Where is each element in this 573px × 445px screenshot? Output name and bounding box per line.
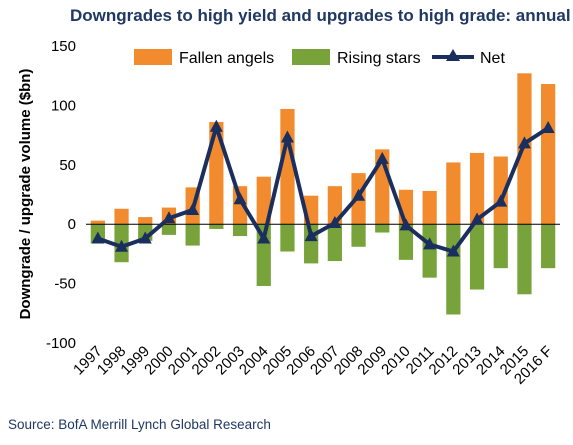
y-tick-label: 150 (51, 38, 76, 55)
bar-fallen-angels (209, 122, 224, 225)
legend-marker-net (446, 49, 460, 61)
bar-rising-stars (446, 224, 461, 315)
bar-rising-stars (280, 224, 295, 252)
y-tick-label: -50 (54, 276, 76, 293)
bar-fallen-angels (422, 190, 437, 225)
net-marker (470, 212, 484, 225)
net-line (97, 124, 550, 254)
bar-fallen-angels (90, 220, 105, 225)
y-tick-label: 50 (59, 157, 76, 174)
net-series (91, 119, 555, 257)
net-marker (162, 211, 176, 224)
chart-title: Downgrades to high yield and upgrades to… (70, 6, 571, 25)
net-marker (115, 239, 129, 252)
bar-fallen-angels (493, 156, 508, 225)
bar-rising-stars (422, 224, 437, 278)
bars (90, 73, 556, 315)
legend-label-rising-stars: Rising stars (337, 50, 421, 67)
x-tick-labels: 1997199819992000200120022003200420052006… (70, 343, 556, 388)
bar-fallen-angels (114, 208, 129, 225)
net-marker (494, 194, 508, 207)
legend-swatch-rising-stars (292, 49, 330, 65)
net-marker (423, 237, 437, 250)
y-tick-label: 0 (68, 216, 76, 233)
net-marker (186, 202, 200, 215)
net-marker (352, 188, 366, 201)
net-marker (375, 151, 389, 164)
net-marker (304, 229, 318, 242)
legend: Fallen angels Rising stars Net (134, 49, 505, 67)
bar-fallen-angels (327, 186, 342, 225)
bar-fallen-angels (446, 162, 461, 225)
bar-fallen-angels (469, 152, 485, 225)
bar-fallen-angels (517, 73, 532, 225)
net-marker (541, 120, 555, 133)
bar-rising-stars (185, 224, 200, 246)
bar-fallen-angels (541, 84, 556, 225)
bar-rising-stars (161, 224, 177, 235)
net-marker (91, 231, 105, 244)
bar-rising-stars (232, 224, 248, 237)
bar-fallen-angels (232, 186, 248, 225)
y-tick-label: 100 (51, 97, 76, 114)
net-marker (233, 192, 247, 205)
legend-swatch-fallen-angels (134, 49, 172, 65)
bar-rising-stars (469, 224, 485, 290)
net-marker (257, 231, 271, 244)
bar-rising-stars (398, 224, 414, 260)
y-ticks: 150 100 50 0 -50 -100 (46, 38, 76, 352)
y-axis-label: Downgrade / upgrade volume ($bn) (17, 69, 34, 320)
bar-rising-stars (327, 224, 342, 262)
bar-rising-stars (209, 224, 224, 229)
net-marker (280, 130, 294, 143)
net-marker (446, 244, 460, 257)
legend-label-fallen-angels: Fallen angels (179, 50, 274, 67)
bar-rising-stars (375, 224, 390, 233)
y-axis-label-group: Downgrade / upgrade volume ($bn) (17, 69, 34, 320)
net-marker (517, 136, 531, 149)
legend-label-net: Net (480, 50, 505, 67)
net-marker (328, 216, 342, 229)
bar-fallen-angels (138, 217, 153, 225)
net-marker (399, 218, 413, 231)
source-note: Source: BofA Merrill Lynch Global Resear… (8, 417, 271, 432)
bar-rising-stars (517, 224, 532, 295)
net-marker (209, 119, 223, 132)
y-tick-label: -100 (46, 335, 76, 352)
bar-rising-stars (493, 224, 508, 269)
bar-fallen-angels (256, 176, 271, 225)
bar-rising-stars (541, 224, 556, 269)
bar-rising-stars (351, 224, 366, 247)
net-marker (138, 231, 152, 244)
